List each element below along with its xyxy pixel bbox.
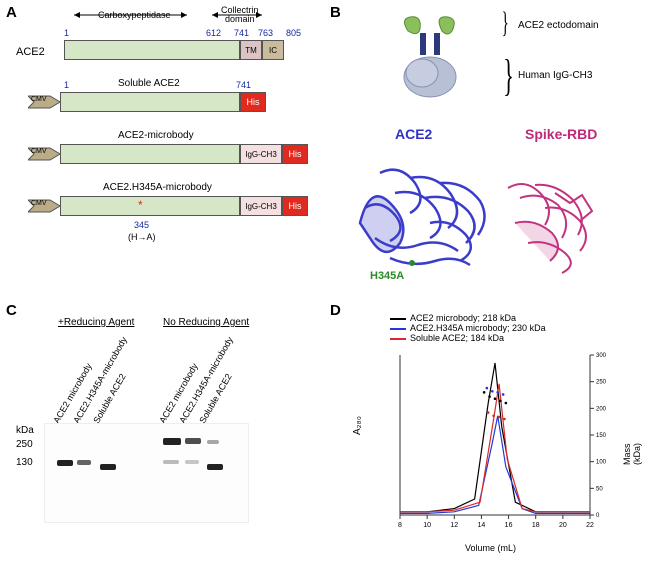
svg-text:14: 14 <box>478 522 486 529</box>
ace2-tm-box: TM <box>240 40 262 60</box>
pos-741: 741 <box>234 28 249 38</box>
legend-text-2: Soluble ACE2; 184 kDa <box>410 333 504 343</box>
svg-text:16: 16 <box>505 522 513 529</box>
legend-item-1: ACE2.H345A microbody; 230 kDa <box>390 323 546 333</box>
ribbon-structure <box>340 143 630 288</box>
mutation-star: * <box>138 198 143 212</box>
svg-text:0: 0 <box>596 513 600 519</box>
pos-612: 612 <box>206 28 221 38</box>
noreducing-header: No Reducing Agent <box>163 317 249 328</box>
reducing-header: +Reducing Agent <box>58 317 134 328</box>
svg-text:50: 50 <box>596 486 603 492</box>
panel-d: ACE2 microbody; 218 kDa ACE2.H345A micro… <box>330 305 640 570</box>
svg-text:22: 22 <box>586 522 594 529</box>
ace2-label: ACE2 <box>16 46 45 58</box>
h345a-title: ACE2.H345A-microbody <box>103 182 212 193</box>
h345a-struct-label: H345A <box>370 270 404 282</box>
svg-text:300: 300 <box>596 353 607 359</box>
svg-text:150: 150 <box>596 433 607 439</box>
microbody-title: ACE2-microbody <box>118 130 194 141</box>
pos-1: 1 <box>64 28 69 38</box>
brace-igg: } <box>503 50 514 101</box>
legend: ACE2 microbody; 218 kDa ACE2.H345A micro… <box>390 313 546 343</box>
ace2-ic-box: IC <box>262 40 284 60</box>
panel-c: +Reducing Agent No Reducing Agent ACE2 m… <box>8 305 318 570</box>
mb-ecto-box <box>60 144 240 164</box>
pos-345: 345 <box>134 220 149 230</box>
m130: 130 <box>16 457 33 468</box>
sol-his-box: His <box>240 92 266 112</box>
legend-item-2: Soluble ACE2; 184 kDa <box>390 333 546 343</box>
brace-ecto: } <box>502 6 509 40</box>
mb-his-box: His <box>282 144 308 164</box>
sec-chart: 8 10 12 14 16 18 20 22 0 50 100 150 200 250 300 <box>370 345 610 535</box>
ace2-ecto-box <box>64 40 240 60</box>
soluble-title: Soluble ACE2 <box>118 78 180 89</box>
ecto-label: ACE2 ectodomain <box>518 20 599 31</box>
igg-label: Human IgG-CH3 <box>518 70 592 81</box>
ace2-struct-label: ACE2 <box>395 126 432 142</box>
cmv-label-3: CMV <box>31 200 47 207</box>
legend-item-0: ACE2 microbody; 218 kDa <box>390 313 546 323</box>
collectrin-label: Collectrindomain <box>221 6 259 24</box>
spike-struct-label: Spike-RBD <box>525 126 597 142</box>
pos-763: 763 <box>258 28 273 38</box>
legend-text-0: ACE2 microbody; 218 kDa <box>410 313 516 323</box>
cmv-label-1: CMV <box>31 96 47 103</box>
legend-text-1: ACE2.H345A microbody; 230 kDa <box>410 323 546 333</box>
mb-igg-box: IgG-CH3 <box>240 144 282 164</box>
xlabel: Volume (mL) <box>465 543 516 553</box>
pos-805: 805 <box>286 28 301 38</box>
cmv-label-2: CMV <box>31 148 47 155</box>
panel-a: Carboxypeptidase Collectrindomain 1 612 … <box>8 8 318 288</box>
sol-ecto-box <box>60 92 240 112</box>
ylabel-right: Mass (kDa) <box>622 443 642 465</box>
svg-text:250: 250 <box>596 380 607 386</box>
svg-text:200: 200 <box>596 406 607 412</box>
sol-pos-741: 741 <box>236 80 251 90</box>
panel-b: } } ACE2 ectodomain Human IgG-CH3 ACE2 S… <box>330 8 640 293</box>
m250: 250 <box>16 439 33 450</box>
blot-area <box>44 423 249 523</box>
svg-text:12: 12 <box>450 522 458 529</box>
svg-text:18: 18 <box>532 522 540 529</box>
svg-text:20: 20 <box>559 522 567 529</box>
ylabel-left: A₂₈₀ <box>352 416 363 435</box>
mutation-label: (H→A) <box>128 232 156 242</box>
ha-ecto-box <box>60 196 240 216</box>
ha-igg-box: IgG-CH3 <box>240 196 282 216</box>
svg-text:10: 10 <box>423 522 431 529</box>
carboxy-label: Carboxypeptidase <box>98 10 171 20</box>
svg-text:8: 8 <box>398 522 402 529</box>
sol-pos-1: 1 <box>64 80 69 90</box>
kda-label: kDa <box>16 425 34 436</box>
microbody-cartoon <box>360 13 500 113</box>
svg-text:100: 100 <box>596 460 607 466</box>
ha-his-box: His <box>282 196 308 216</box>
